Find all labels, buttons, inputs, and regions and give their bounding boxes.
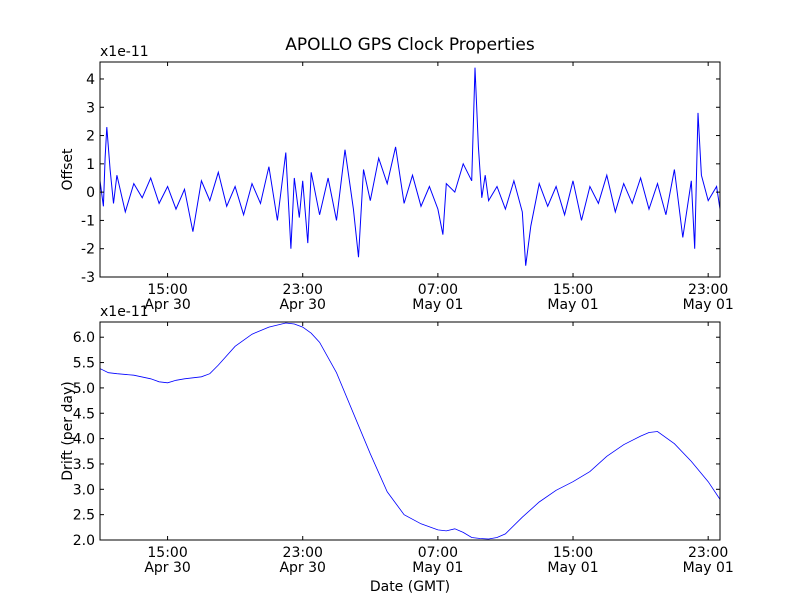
- drift-xtick-label: 15:00: [553, 545, 593, 561]
- offset-ytick-label: 0: [86, 185, 95, 201]
- drift-xtick-label: 15:00: [147, 545, 187, 561]
- drift-ytick-label: 2.5: [73, 508, 95, 524]
- drift-ytick-label: 4.5: [73, 406, 95, 422]
- offset-axes-frame: [99, 61, 721, 278]
- drift-ylabel: Drift (per day): [60, 381, 76, 480]
- drift-xtick-label: 23:00: [688, 545, 728, 561]
- offset-series-line: [100, 67, 720, 266]
- drift-xtick-date: May 01: [547, 560, 598, 576]
- offset-xtick-date: May 01: [683, 297, 734, 313]
- drift-ytick-label: 4.0: [73, 432, 95, 448]
- offset-xtick-label: 23:00: [688, 282, 728, 298]
- offset-xtick-date: Apr 30: [144, 297, 190, 313]
- offset-xtick-date: Apr 30: [279, 297, 325, 313]
- offset-xtick-date: May 01: [412, 297, 463, 313]
- offset-ylabel: Offset: [60, 148, 76, 191]
- drift-ytick-label: 2.0: [73, 533, 95, 549]
- drift-ytick-label: 5.5: [73, 356, 95, 372]
- drift-ytick-label: 5.0: [73, 381, 95, 397]
- chart-title: APOLLO GPS Clock Properties: [285, 35, 535, 55]
- drift-y-multiplier: x1e-11: [100, 304, 149, 320]
- drift-xtick-date: May 01: [412, 560, 463, 576]
- offset-xtick-date: May 01: [547, 297, 598, 313]
- offset-ytick-label: 2: [86, 129, 95, 145]
- drift-xtick-date: Apr 30: [144, 560, 190, 576]
- offset-ytick-label: 3: [86, 100, 95, 116]
- drift-xtick-label: 23:00: [283, 545, 323, 561]
- offset-ytick-label: -2: [81, 242, 95, 258]
- drift-ytick-label: 6.0: [73, 330, 95, 346]
- drift-ytick-label: 3.0: [73, 482, 95, 498]
- drift-series-line: [100, 322, 720, 540]
- drift-xtick-date: Apr 30: [279, 560, 325, 576]
- drift-xtick-date: May 01: [683, 560, 734, 576]
- drift-ytick-label: 3.5: [73, 457, 95, 473]
- drift-xlabel: Date (GMT): [370, 579, 450, 595]
- offset-xtick-label: 15:00: [553, 282, 593, 298]
- offset-xtick-label: 15:00: [147, 282, 187, 298]
- offset-xtick-label: 07:00: [418, 282, 458, 298]
- offset-ytick-label: -3: [81, 270, 95, 286]
- drift-xtick-label: 07:00: [418, 545, 458, 561]
- offset-xtick-label: 23:00: [283, 282, 323, 298]
- drift-axes-frame: [99, 321, 721, 541]
- offset-ytick-label: 1: [86, 157, 95, 173]
- offset-ytick-label: 4: [86, 72, 95, 88]
- offset-ytick-label: -1: [81, 213, 95, 229]
- offset-y-multiplier: x1e-11: [100, 44, 149, 60]
